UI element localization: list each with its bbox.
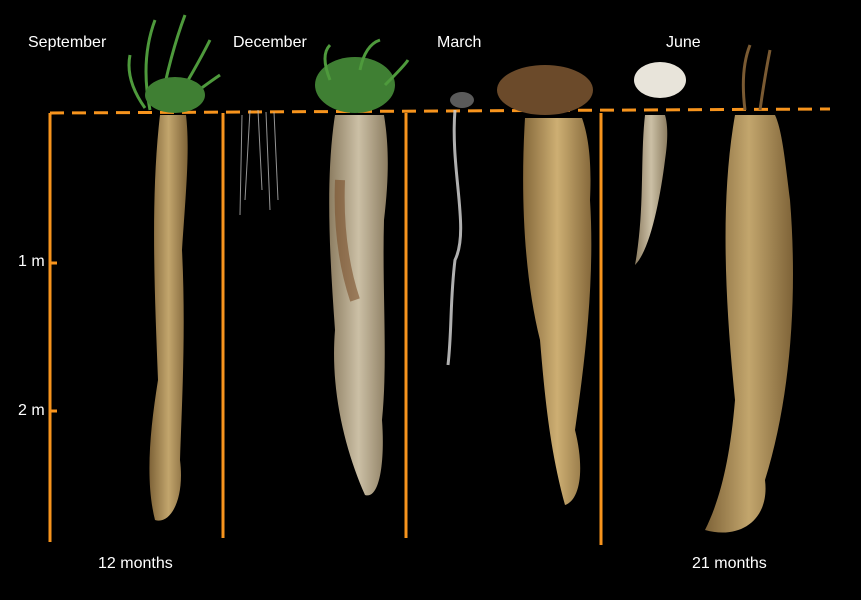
plant-march — [497, 65, 593, 505]
depth-label-2m: 2 m — [18, 402, 45, 419]
plant-march-thin — [446, 92, 474, 366]
plant-june — [705, 44, 793, 533]
season-label-september: September — [28, 34, 107, 51]
plant-december — [315, 38, 410, 496]
season-label-december: December — [233, 34, 307, 51]
season-label-june: June — [666, 34, 701, 51]
plant-june-small — [634, 62, 686, 265]
guide-lines — [48, 113, 603, 545]
duration-label-12-months: 12 months — [98, 555, 173, 572]
depth-label-1m: 1 m — [18, 253, 45, 270]
plant-september — [127, 14, 221, 521]
duration-label-21-months: 21 months — [692, 555, 767, 572]
season-label-march: March — [437, 34, 482, 51]
plant-december-thin — [239, 109, 279, 216]
ground-line — [49, 107, 831, 115]
